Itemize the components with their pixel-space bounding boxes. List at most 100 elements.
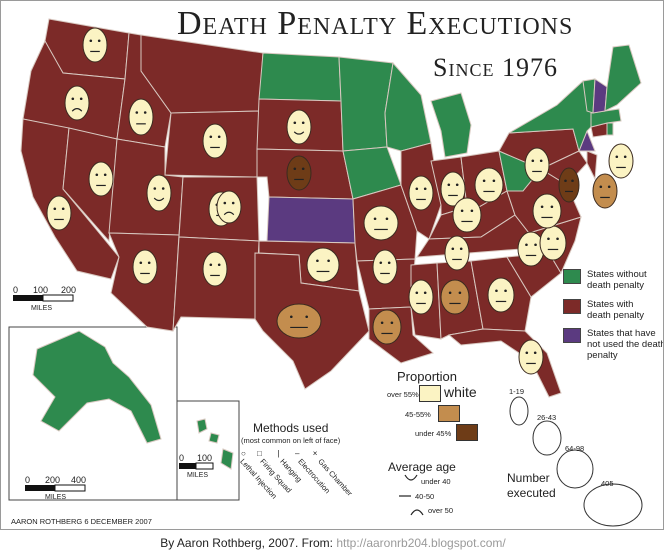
legend-swatch-red xyxy=(563,299,581,314)
face-ne xyxy=(286,155,312,191)
face-mo xyxy=(363,205,399,241)
scale-bar-hawaii xyxy=(179,462,214,470)
face-in xyxy=(440,171,466,207)
face-mt xyxy=(202,123,228,159)
state-mi xyxy=(430,92,472,158)
executed-size-3 xyxy=(583,483,643,527)
scale-main-tick-2: 200 xyxy=(61,285,77,295)
face-ky xyxy=(452,197,482,233)
face-tx xyxy=(276,303,322,339)
state-ks xyxy=(266,196,356,244)
scale-main-tick-1: 100 xyxy=(33,285,49,295)
scale-ak-unit: MILES xyxy=(45,494,67,501)
method-symbols: ○ □ | – × xyxy=(241,449,318,458)
face-fl xyxy=(518,339,544,375)
age-over-50: over 50 xyxy=(428,506,454,515)
legend-unused: States that have not used the death pena… xyxy=(563,328,664,361)
age-under-40: under 40 xyxy=(421,477,451,486)
face-va xyxy=(532,193,562,229)
map-title: Death Penalty Executions xyxy=(177,5,574,42)
age-mouth-under-40 xyxy=(404,474,418,481)
face-nv xyxy=(88,161,114,197)
face-ar xyxy=(372,249,398,285)
legend-swatch-green xyxy=(563,269,581,284)
face-wa xyxy=(82,27,108,63)
face-ok xyxy=(306,247,340,283)
scale-ak-tick-0: 0 xyxy=(25,475,31,485)
executed-1-19: 1-19 xyxy=(509,387,525,396)
executed-26-43: 26-43 xyxy=(537,413,557,422)
caption: By Aaron Rothberg, 2007. From: http://aa… xyxy=(0,536,666,550)
us-map xyxy=(8,18,643,527)
map-subtitle: Since 1976 xyxy=(433,53,558,82)
scale-hi-tick-0: 0 xyxy=(179,453,185,463)
methods-note: (most common on left of face) xyxy=(241,436,341,445)
proportion-label-dark: under 45% xyxy=(415,429,452,438)
age-40-50: 40-50 xyxy=(415,492,435,501)
number-executed-title: Number executed xyxy=(507,471,556,500)
scale-bar-main xyxy=(13,294,74,302)
proportion-value-white: white xyxy=(444,384,477,400)
map-figure: Death Penalty Executions Since 1976 Stat… xyxy=(0,0,664,530)
proportion-title: Proportion xyxy=(397,369,457,384)
map-credit: Aaron Rothberg 6 December 2007 xyxy=(11,517,152,526)
face-ca xyxy=(46,195,72,231)
scale-bar-alaska xyxy=(25,484,86,492)
swatch-dark xyxy=(456,424,478,441)
face-oh xyxy=(474,167,504,203)
face-pa xyxy=(524,147,550,183)
state-ma xyxy=(590,108,622,128)
face-de xyxy=(592,173,618,209)
face-nc xyxy=(539,225,567,261)
executed-64-98: 64-98 xyxy=(565,444,585,453)
legend-swatch-purple xyxy=(563,328,581,343)
face-sc xyxy=(517,231,545,267)
caption-text: By Aaron Rothberg, 2007. From: xyxy=(160,536,337,550)
state-me xyxy=(604,44,642,112)
face-nm xyxy=(202,251,228,287)
scale-main-unit: MILES xyxy=(31,305,53,312)
scale-ak-tick-1: 200 xyxy=(45,475,61,485)
state-de xyxy=(586,150,598,181)
face-sd xyxy=(286,109,312,145)
state-ak xyxy=(32,330,162,444)
swatch-light xyxy=(419,385,441,402)
legend-label: States that have not used the death pena… xyxy=(587,328,664,361)
face-or xyxy=(64,85,90,121)
scale-main-tick-0: 0 xyxy=(13,285,19,295)
face-ct xyxy=(608,143,634,179)
state-wi xyxy=(384,61,432,152)
face-al xyxy=(440,279,470,315)
executed-size-1 xyxy=(532,420,562,456)
state-mn xyxy=(338,56,394,152)
state-hi xyxy=(196,418,234,470)
face-il xyxy=(408,175,434,211)
age-mouth-over-50 xyxy=(410,509,424,516)
hawaii-inset-frame xyxy=(176,400,240,501)
face-ms xyxy=(408,279,434,315)
legend-death-penalty: States with death penalty xyxy=(563,299,659,321)
source-link[interactable]: http://aaronrb204.blogspot.com/ xyxy=(336,536,506,550)
scale-hi-tick-1: 100 xyxy=(197,453,213,463)
scale-ak-tick-2: 400 xyxy=(71,475,87,485)
swatch-mid xyxy=(438,405,460,422)
average-age-title: Average age xyxy=(388,460,456,474)
face-id xyxy=(128,98,154,136)
face-ga xyxy=(487,277,515,313)
face-co xyxy=(216,190,242,224)
legend-label: States with death penalty xyxy=(587,299,645,321)
face-tn xyxy=(444,235,470,271)
executed-405: 405 xyxy=(601,479,614,488)
state-ri xyxy=(606,122,614,136)
legend-no-death-penalty: States without death penalty xyxy=(563,269,659,291)
state-nd xyxy=(258,52,342,102)
executed-size-0 xyxy=(509,396,529,426)
scale-hi-unit: MILES xyxy=(187,472,209,479)
legend-label: States without death penalty xyxy=(587,269,647,291)
proportion-label-mid: 45-55% xyxy=(405,410,431,419)
methods-title: Methods used xyxy=(253,421,329,435)
proportion-label-white: over 55% xyxy=(387,390,419,399)
executed-size-2 xyxy=(556,449,594,489)
face-md xyxy=(558,167,580,203)
face-la xyxy=(372,309,402,345)
